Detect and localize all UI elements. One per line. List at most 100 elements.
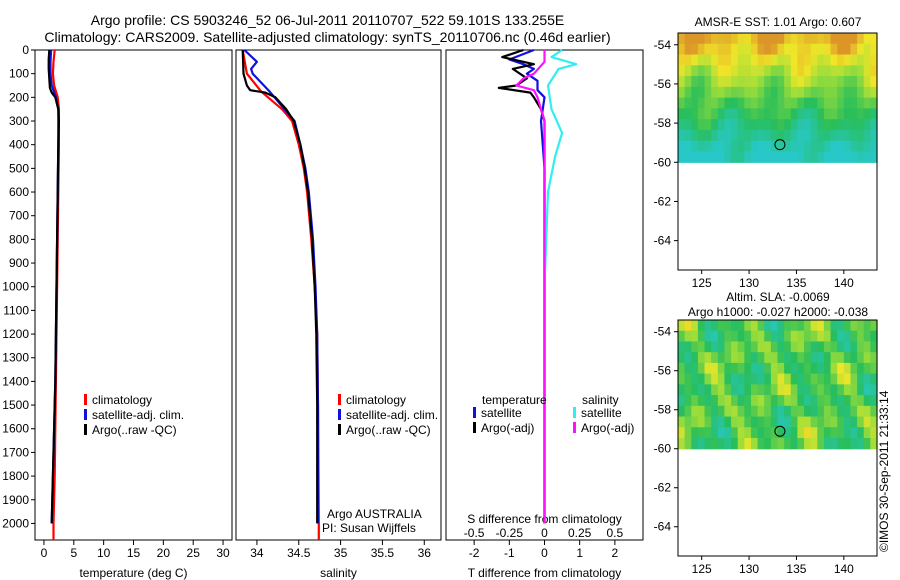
sla-map-cell bbox=[697, 438, 706, 450]
sst-map-cell bbox=[810, 76, 818, 88]
diff-series-blue bbox=[508, 48, 546, 524]
sst-map-cell bbox=[870, 129, 878, 142]
temperature-panel-frame bbox=[34, 49, 233, 541]
sst-map-cell bbox=[770, 129, 779, 142]
sla-map-cell bbox=[711, 373, 719, 385]
sst-map-cell bbox=[717, 65, 726, 77]
sla-map-cell bbox=[863, 330, 871, 343]
sla-map-cell bbox=[678, 395, 686, 407]
sla-map-cell bbox=[837, 427, 845, 439]
sst-map-cell bbox=[843, 33, 852, 45]
sla-map-cell bbox=[711, 395, 719, 407]
sla-map-cell bbox=[850, 405, 858, 418]
sst-map-cell bbox=[717, 33, 726, 45]
sst-map-cell bbox=[777, 65, 785, 77]
sla-map-cell bbox=[850, 438, 858, 450]
sst-map-cell bbox=[691, 151, 699, 163]
sla-map-cell bbox=[837, 352, 845, 364]
sst-map-cell bbox=[810, 140, 818, 153]
sla-map-cell bbox=[823, 341, 832, 353]
sst-map-cell bbox=[750, 151, 759, 163]
sla-map-cell bbox=[837, 330, 845, 343]
sla-map-cell bbox=[850, 341, 858, 353]
sst-map-cell bbox=[817, 97, 825, 110]
sst-map-cell bbox=[823, 65, 832, 77]
sst-map-cell bbox=[678, 119, 686, 131]
temperature-series-black bbox=[47, 49, 61, 524]
sst-map-cell bbox=[810, 43, 818, 56]
sst-map-cell bbox=[731, 151, 739, 163]
sst-map-cell bbox=[784, 151, 792, 163]
sla-map-cell bbox=[697, 416, 706, 428]
sla-map-cell bbox=[857, 362, 865, 375]
sla-map-cell bbox=[784, 330, 792, 343]
sst-map-cell bbox=[817, 54, 825, 66]
sla-map-cell bbox=[724, 427, 732, 439]
sst-map-cell bbox=[797, 86, 805, 99]
sst-map-cell bbox=[837, 33, 845, 45]
sst-map-argo-marker bbox=[774, 139, 786, 151]
sla-map-cell bbox=[843, 416, 852, 428]
sla-map-cell bbox=[870, 352, 878, 364]
sla-map-cell bbox=[830, 341, 838, 353]
sst-map-cell bbox=[810, 129, 818, 142]
sst-map-cell bbox=[850, 151, 858, 163]
sst-map-cell bbox=[697, 65, 706, 77]
sst-map-cell bbox=[704, 108, 712, 120]
tdiff-x-tick-label-2: 0 bbox=[541, 546, 548, 560]
sla-map-cell bbox=[830, 405, 838, 418]
sla-map-cell bbox=[817, 362, 825, 375]
sla-map-cell bbox=[697, 341, 706, 353]
sla-map-cell bbox=[697, 405, 706, 418]
sst-map-cell bbox=[797, 151, 805, 163]
sst-map-cell bbox=[804, 140, 812, 153]
sla-map-cell bbox=[691, 384, 699, 396]
sst-map-lon-label-0: 125 bbox=[692, 276, 712, 290]
sst-map-frame bbox=[677, 32, 878, 271]
sst-map-cell bbox=[711, 54, 719, 66]
sst-map-cell bbox=[777, 86, 785, 99]
sst-map-cell bbox=[850, 65, 858, 77]
sst-map-cell bbox=[757, 54, 765, 66]
diff-series-cyan bbox=[543, 49, 578, 524]
sla-map-cell bbox=[770, 373, 779, 385]
sst-map-cell bbox=[804, 43, 812, 56]
sst-map-cell bbox=[731, 108, 739, 120]
sla-map-cell bbox=[810, 427, 818, 439]
sla-map-cell bbox=[697, 395, 706, 407]
sla-map-cell bbox=[804, 352, 812, 364]
sla-map-cell bbox=[678, 320, 686, 332]
sla-map-cell bbox=[764, 405, 772, 418]
depth-tick-label-15: 1500 bbox=[2, 398, 29, 412]
sst-map-cell bbox=[711, 86, 719, 99]
depth-tick-label-13: 1300 bbox=[2, 351, 29, 365]
sst-map-cell bbox=[843, 65, 852, 77]
sla-map-cell bbox=[843, 405, 852, 418]
sla-map-cell bbox=[830, 362, 838, 375]
sst-map-cell bbox=[737, 33, 745, 45]
sst-map-cell bbox=[691, 86, 699, 99]
sst-map-cell bbox=[764, 76, 772, 88]
sst-map-cell bbox=[711, 129, 719, 142]
sst-map-cell bbox=[684, 76, 692, 88]
sst-map-cell bbox=[830, 108, 838, 120]
sla-map-cell bbox=[731, 341, 739, 353]
sla-map-cell bbox=[870, 362, 878, 375]
temperature-x-tick-label-0: 0 bbox=[41, 546, 48, 560]
sst-map-cell bbox=[797, 108, 805, 120]
sla-map-cell bbox=[804, 320, 812, 332]
sst-map-cell bbox=[790, 86, 798, 99]
sla-map-cell bbox=[757, 395, 765, 407]
salinity-series-blue bbox=[243, 49, 320, 524]
sla-map-cell bbox=[750, 438, 759, 450]
sla-map-cell bbox=[797, 427, 805, 439]
sla-map-cell bbox=[823, 373, 832, 385]
diff-legend-salinity-heading: salinity bbox=[582, 393, 619, 407]
sst-map-cell bbox=[697, 43, 706, 56]
sla-map-cell bbox=[863, 395, 871, 407]
sst-map-cell bbox=[790, 97, 798, 110]
sst-map-cell bbox=[843, 119, 852, 131]
sst-map-cell bbox=[737, 119, 745, 131]
sla-map-cell bbox=[737, 352, 745, 364]
tdiff-x-tick-label-0: -2 bbox=[469, 546, 480, 560]
